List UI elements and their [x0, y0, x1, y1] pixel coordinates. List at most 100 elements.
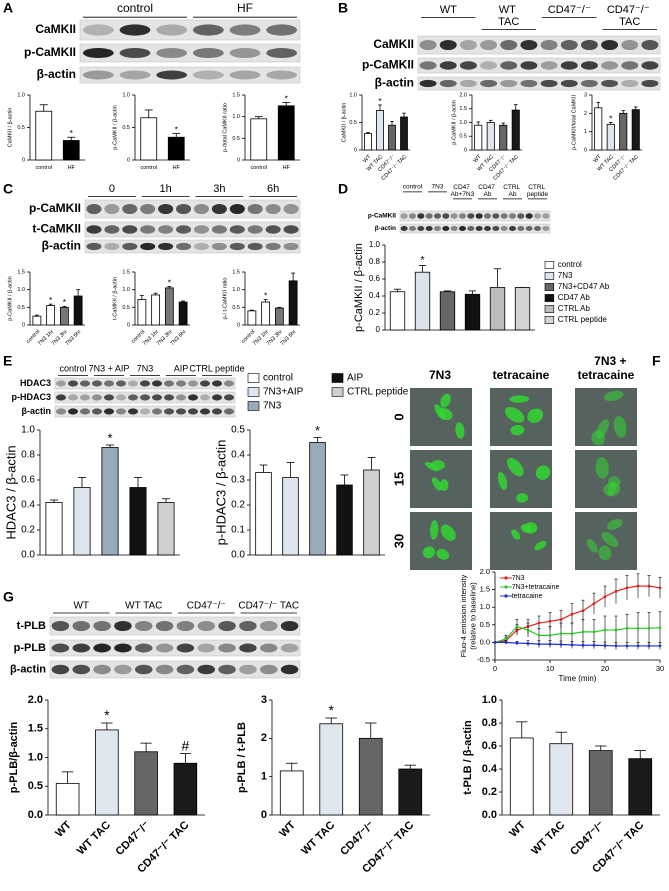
legend-label: 7N3+CD47 Ab — [558, 282, 610, 291]
blot-band — [442, 213, 450, 219]
y-tick-label: 1.0 — [17, 287, 25, 293]
series-point — [493, 641, 497, 644]
bar — [376, 110, 384, 151]
legend-swatch — [544, 272, 555, 280]
lane-group-label: control — [117, 1, 153, 15]
blot-strip — [49, 639, 301, 657]
blot-band — [425, 225, 433, 232]
blot-strip — [49, 660, 301, 679]
blot-band — [475, 225, 483, 232]
blot-band — [86, 242, 102, 251]
blot-band — [197, 620, 215, 632]
blot-band — [192, 70, 224, 80]
y-tick-label: 1.5 — [232, 92, 240, 98]
blot-band — [176, 242, 192, 251]
significance-mark: * — [315, 423, 320, 438]
y-axis-label: t-CaMKII / β-actin — [112, 277, 118, 320]
x-tick-label: HF — [173, 165, 181, 171]
x-tick-label: 0 — [493, 664, 497, 673]
bar — [101, 447, 119, 556]
y-tick-label: 0.8 — [482, 717, 497, 729]
bar — [499, 124, 508, 151]
blot-band — [140, 225, 156, 234]
blot-band — [115, 408, 127, 415]
bar — [588, 750, 613, 816]
y-tick-label: 2.0 — [480, 567, 490, 576]
blot-band — [218, 620, 236, 632]
panel-letter: G — [3, 589, 14, 605]
blot-band — [492, 225, 500, 232]
series-point — [636, 626, 640, 630]
significance-mark: * — [168, 277, 172, 287]
x-tick-label: WT TAC — [529, 819, 567, 857]
blot-band — [509, 225, 516, 232]
panel-letter: A — [3, 0, 13, 16]
panel-letter: B — [338, 0, 348, 16]
bar — [606, 123, 615, 151]
blot-band — [621, 79, 639, 88]
series-point — [592, 602, 596, 606]
x-tick-label: control — [250, 165, 267, 171]
bar — [167, 136, 185, 161]
blot-band — [542, 213, 550, 219]
y-tick-label: 0 — [22, 322, 25, 328]
bar — [358, 737, 383, 816]
bar — [511, 109, 520, 151]
image-column-label: tetracaine — [493, 368, 550, 382]
cell-fluorescence — [586, 539, 598, 553]
lane-group-label: CD47⁻/⁻ TAC — [238, 601, 299, 612]
blot-band — [419, 61, 437, 70]
cell-fluorescence — [455, 422, 465, 439]
lane-group-label: CTRL peptide — [189, 363, 244, 373]
x-tick-label: 7N3 6hr — [64, 329, 82, 347]
image-row-label: 0 — [391, 413, 406, 420]
blot-band — [425, 213, 433, 219]
blot-band — [127, 394, 139, 401]
panel-letter: F — [652, 353, 661, 369]
blot-strip — [417, 76, 661, 91]
legend-swatch — [331, 373, 344, 383]
y-tick-label: 2.0 — [459, 92, 467, 98]
blot-band — [139, 394, 151, 401]
blot-band — [621, 39, 639, 51]
bar — [173, 762, 198, 816]
x-tick-label: WT — [507, 819, 528, 840]
y-tick-label: 1.0 — [122, 287, 130, 293]
cell-fluorescence — [430, 520, 439, 540]
y-tick-label: 0.5 — [480, 620, 490, 629]
blot-band — [72, 643, 90, 653]
series-point — [603, 628, 607, 632]
blot-band — [82, 24, 114, 36]
blot-band — [450, 225, 458, 232]
y-tick-label: 0.5 — [28, 780, 43, 792]
series-point — [658, 626, 662, 630]
blot-band — [540, 39, 558, 51]
y-axis-label: p-CaMKII / β-actin — [112, 105, 118, 149]
blot-band — [93, 664, 111, 675]
y-tick-label: 1 — [584, 129, 587, 135]
blot-band — [176, 664, 195, 675]
bar — [336, 484, 353, 556]
blot-band — [91, 408, 103, 415]
bar — [631, 109, 640, 151]
blot-band — [55, 394, 67, 401]
legend-label: 7N3+tetracaine — [512, 584, 560, 591]
blot-band — [158, 242, 174, 251]
y-tick-label: 0.5 — [232, 305, 240, 311]
blot-band — [500, 61, 518, 70]
blot-strip — [54, 405, 236, 418]
blot-band — [139, 380, 151, 387]
cell-fluorescence — [524, 522, 538, 534]
series-point — [625, 586, 629, 590]
series-point — [526, 642, 530, 645]
series-point — [504, 637, 508, 641]
blot-band — [211, 242, 227, 251]
blot-band — [176, 643, 195, 653]
blot-row-label: p-CaMKII — [362, 58, 414, 72]
bar — [247, 310, 257, 326]
cell-fluorescence — [511, 529, 521, 540]
bar — [489, 287, 506, 331]
blot-band — [525, 213, 533, 219]
blot-band — [199, 408, 211, 415]
blot-band — [199, 394, 211, 401]
